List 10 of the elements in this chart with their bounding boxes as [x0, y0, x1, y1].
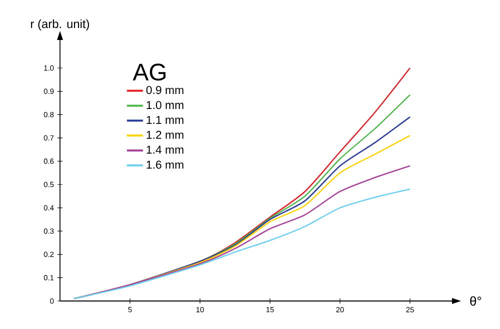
- legend-label: 1.6 mm: [146, 160, 184, 169]
- legend-label: 1.2 mm: [146, 130, 184, 139]
- line-series: [73, 188, 411, 300]
- legend-label: 1.4 mm: [146, 146, 184, 154]
- legend-label: 0.9 mm: [146, 86, 184, 94]
- y-axis-title: r (arb. unit): [31, 19, 90, 31]
- legend-label: 1.0 mm: [146, 100, 184, 110]
- x-axis-title: θ°: [470, 296, 482, 306]
- legend-label: 1.1 mm: [146, 116, 184, 124]
- legend-title: AG: [132, 64, 166, 81]
